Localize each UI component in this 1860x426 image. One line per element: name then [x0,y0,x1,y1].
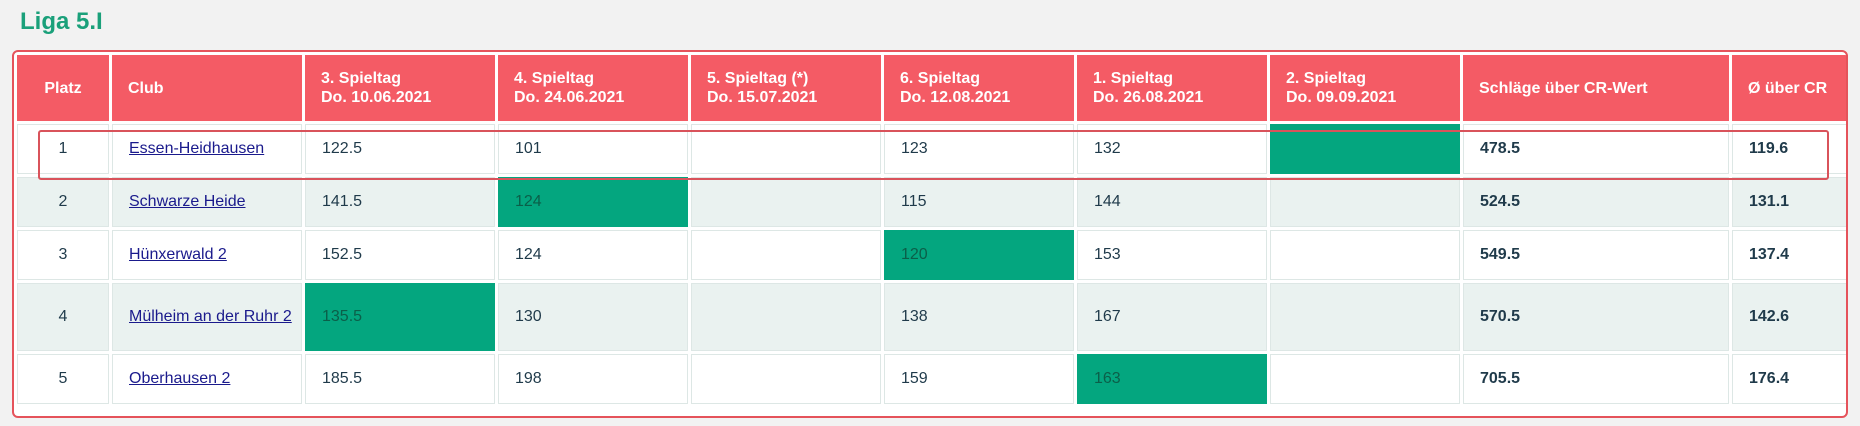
club-link[interactable]: Schwarze Heide [129,193,246,210]
cell-avg: 137.4 [1732,230,1846,280]
cell-avg: 119.6 [1732,124,1846,174]
cell-score: 144 [1077,177,1267,227]
cell-score: 124 [498,230,688,280]
cell-score [691,283,881,351]
cell-score: 159 [884,354,1074,404]
table-row: 2 Schwarze Heide 141.5 124 115 144 524.5… [17,177,1846,227]
cell-score-streich: 163 [1077,354,1267,404]
cell-platz: 1 [17,124,109,174]
col-header-date: Do. 15.07.2021 [707,89,818,106]
cell-score: 123 [884,124,1074,174]
cell-club: Hünxerwald 2 [112,230,302,280]
cell-score: 141.5 [305,177,495,227]
club-link[interactable]: Oberhausen 2 [129,370,231,387]
cell-club: Essen-Heidhausen [112,124,302,174]
col-header-date: Do. 10.06.2021 [321,89,432,106]
cell-schlaege: 478.5 [1463,124,1729,174]
cell-platz: 3 [17,230,109,280]
table-row: 3 Hünxerwald 2 152.5 124 120 153 549.5 1… [17,230,1846,280]
col-header-label: 1. Spieltag [1093,70,1174,87]
cell-schlaege: 524.5 [1463,177,1729,227]
cell-score: 138 [884,283,1074,351]
cell-platz: 5 [17,354,109,404]
cell-platz: 4 [17,283,109,351]
cell-score [1270,354,1460,404]
cell-avg: 176.4 [1732,354,1846,404]
col-header-label: 6. Spieltag [900,70,981,87]
cell-schlaege: 705.5 [1463,354,1729,404]
col-header-spieltag-5: 5. Spieltag (*) Do. 15.07.2021 [691,55,881,121]
col-header-platz: Platz [17,55,109,121]
cell-score: 185.5 [305,354,495,404]
cell-score-streich [1270,124,1460,174]
col-header-spieltag-1: 1. Spieltag Do. 26.08.2021 [1077,55,1267,121]
cell-score [1270,230,1460,280]
cell-score: 115 [884,177,1074,227]
col-header-date: Do. 09.09.2021 [1286,89,1397,106]
cell-club: Mülheim an der Ruhr 2 [112,283,302,351]
cell-schlaege: 549.5 [1463,230,1729,280]
col-header-date: Do. 26.08.2021 [1093,89,1204,106]
cell-score: 198 [498,354,688,404]
club-link[interactable]: Mülheim an der Ruhr 2 [129,308,292,325]
cell-score: 153 [1077,230,1267,280]
cell-score: 101 [498,124,688,174]
col-header-label: 2. Spieltag [1286,70,1367,87]
standings-table-frame: Platz Club 3. Spieltag Do. 10.06.2021 4. … [12,50,1848,418]
cell-score [1270,177,1460,227]
club-link[interactable]: Hünxerwald 2 [129,246,227,263]
col-header-label: 4. Spieltag [514,70,595,87]
col-header-spieltag-3: 3. Spieltag Do. 10.06.2021 [305,55,495,121]
cell-score: 152.5 [305,230,495,280]
cell-score [1270,283,1460,351]
cell-score [691,230,881,280]
col-header-avg: Ø über CR [1732,55,1846,121]
col-header-spieltag-6: 6. Spieltag Do. 12.08.2021 [884,55,1074,121]
page-title: Liga 5.I [20,8,103,35]
table-row: 5 Oberhausen 2 185.5 198 159 163 705.5 1… [17,354,1846,404]
table-row: 4 Mülheim an der Ruhr 2 135.5 130 138 16… [17,283,1846,351]
cell-schlaege: 570.5 [1463,283,1729,351]
cell-avg: 142.6 [1732,283,1846,351]
col-header-label: 3. Spieltag [321,70,402,87]
cell-score: 167 [1077,283,1267,351]
standings-table: Platz Club 3. Spieltag Do. 10.06.2021 4. … [14,52,1846,407]
cell-score [691,124,881,174]
cell-score: 122.5 [305,124,495,174]
cell-platz: 2 [17,177,109,227]
cell-club: Oberhausen 2 [112,354,302,404]
cell-score-streich: 135.5 [305,283,495,351]
cell-score: 132 [1077,124,1267,174]
cell-score [691,354,881,404]
header-row: Platz Club 3. Spieltag Do. 10.06.2021 4. … [17,55,1846,121]
col-header-club: Club [112,55,302,121]
col-header-spieltag-4: 4. Spieltag Do. 24.06.2021 [498,55,688,121]
col-header-schlaege: Schläge über CR-Wert [1463,55,1729,121]
club-link[interactable]: Essen-Heidhausen [129,140,265,157]
col-header-label: 5. Spieltag (*) [707,70,809,87]
cell-club: Schwarze Heide [112,177,302,227]
col-header-spieltag-2: 2. Spieltag Do. 09.09.2021 [1270,55,1460,121]
cell-score: 130 [498,283,688,351]
cell-score-streich: 124 [498,177,688,227]
cell-score-streich: 120 [884,230,1074,280]
col-header-date: Do. 12.08.2021 [900,89,1011,106]
table-row: 1 Essen-Heidhausen 122.5 101 123 132 478… [17,124,1846,174]
col-header-date: Do. 24.06.2021 [514,89,625,106]
cell-avg: 131.1 [1732,177,1846,227]
cell-score [691,177,881,227]
